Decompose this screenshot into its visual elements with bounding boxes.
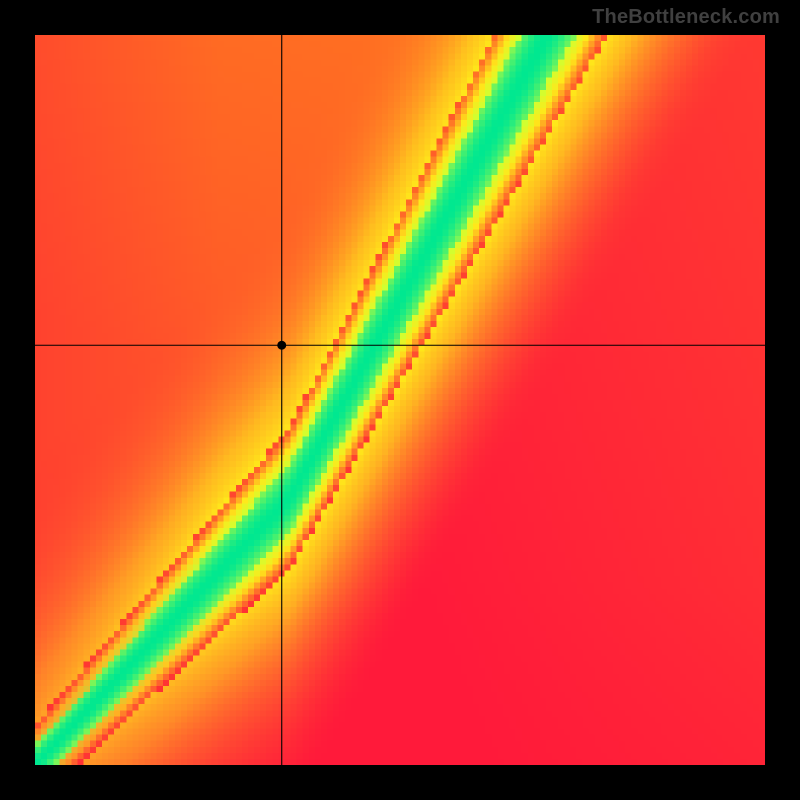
heatmap-canvas — [35, 35, 765, 765]
bottleneck-heatmap — [35, 35, 765, 765]
watermark-text: TheBottleneck.com — [592, 6, 780, 29]
